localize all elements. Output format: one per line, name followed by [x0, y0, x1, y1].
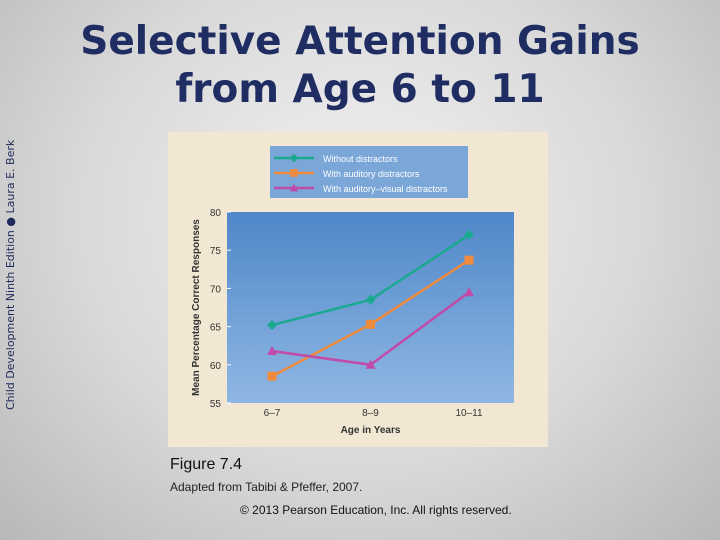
data-point — [464, 287, 474, 297]
legend-marker-2 — [289, 183, 299, 192]
legend-label-1: With auditory distractors — [323, 169, 420, 179]
x-tick-label: 8–9 — [362, 408, 379, 419]
figure-caption: Figure 7.4 — [170, 456, 243, 473]
data-point — [267, 320, 277, 331]
legend-marker-1 — [290, 169, 298, 177]
x-axis-title: Age in Years — [341, 425, 401, 436]
chart: Without distractors With auditory distrac… — [191, 146, 514, 436]
data-point — [366, 319, 375, 329]
copyright-notice: © 2013 Pearson Education, Inc. All right… — [240, 503, 512, 517]
y-tick-label: 55 — [210, 399, 222, 410]
title-line-2: from Age 6 to 11 — [175, 67, 545, 112]
figure-box: Without distractors With auditory distrac… — [168, 132, 548, 447]
y-tick-label: 60 — [210, 361, 222, 372]
data-point — [464, 255, 474, 265]
legend-label-0: Without distractors — [323, 154, 398, 164]
side-label: Child Development Ninth Edition ● Laura … — [4, 139, 17, 410]
data-point — [267, 371, 277, 381]
data-point — [464, 229, 474, 240]
data-point — [365, 294, 376, 305]
y-tick-label: 65 — [210, 323, 222, 334]
y-tick-label: 80 — [210, 208, 222, 219]
title-line-1: Selective Attention Gains — [80, 19, 640, 64]
x-tick-label: 10–11 — [455, 408, 483, 419]
plot-area — [227, 212, 514, 403]
y-tick-label: 75 — [210, 246, 222, 257]
legend-label-2: With auditory–visual distractors — [323, 184, 448, 194]
x-tick-label: 6–7 — [264, 408, 281, 419]
data-point — [365, 359, 376, 369]
data-point — [267, 346, 277, 356]
y-axis-title: Mean Percentage Correct Responses — [191, 219, 202, 396]
figure-source: Adapted from Tabibi & Pfeffer, 2007. — [170, 480, 363, 494]
y-tick-label: 70 — [210, 284, 222, 295]
slide-title: Selective Attention Gains from Age 6 to … — [60, 18, 660, 114]
legend-marker-0 — [289, 153, 299, 163]
